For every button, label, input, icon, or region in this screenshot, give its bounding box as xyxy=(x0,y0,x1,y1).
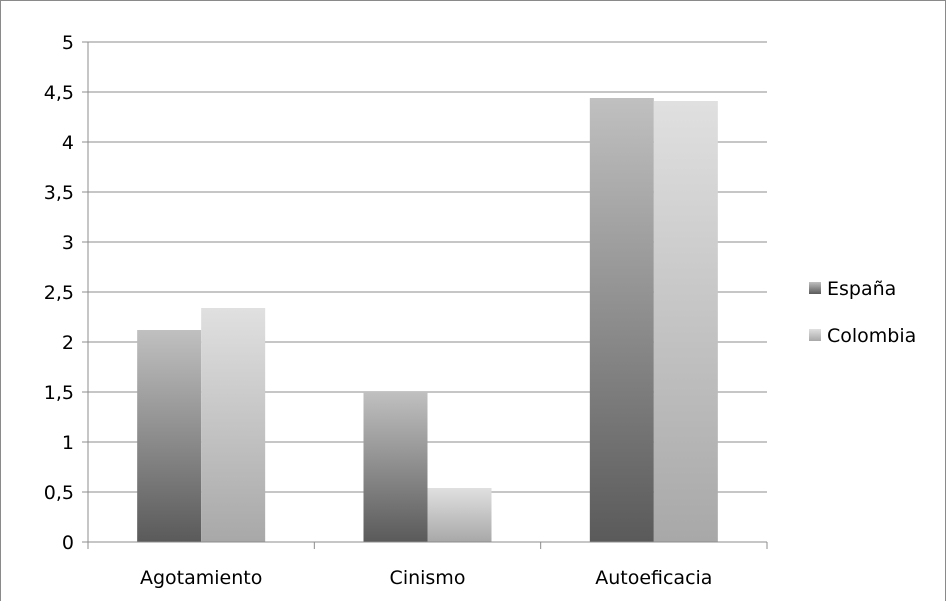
y-tick-label: 5 xyxy=(62,32,74,54)
bar-espaa-autoeficacia xyxy=(589,98,654,542)
y-tick-label: 4 xyxy=(62,132,74,154)
y-tick-label: 0,5 xyxy=(44,482,74,504)
y-tick-label: 0 xyxy=(62,532,74,554)
legend-swatch xyxy=(809,282,821,294)
y-tick-label: 2,5 xyxy=(44,282,74,304)
legend-swatch xyxy=(809,329,821,341)
bar-espaa-agotamiento xyxy=(137,330,202,542)
bars xyxy=(137,98,718,542)
x-category-label: Cinismo xyxy=(390,567,466,589)
y-tick-label: 3,5 xyxy=(44,182,74,204)
legend: España Colombia xyxy=(809,278,916,347)
bar-colombia-autoeficacia xyxy=(653,101,718,542)
legend-label: Colombia xyxy=(827,325,916,347)
x-category-label: Autoeficacia xyxy=(595,567,712,589)
bar-colombia-cinismo xyxy=(427,488,492,542)
axes: 0 0,5 1 1,5 2 2,5 3 3,5 4 4,5 5 Agotamiento Cinismo A… xyxy=(44,32,768,589)
bar-colombia-agotamiento xyxy=(201,308,266,542)
y-tick-label: 4,5 xyxy=(44,82,74,104)
y-tick-label: 1 xyxy=(62,432,74,454)
y-tick-label: 3 xyxy=(62,232,74,254)
x-category-label: Agotamiento xyxy=(140,567,262,589)
y-tick-label: 2 xyxy=(62,332,74,354)
legend-label: España xyxy=(827,278,896,300)
y-tick-label: 1,5 xyxy=(44,382,74,404)
bar-espaa-cinismo xyxy=(363,392,428,542)
